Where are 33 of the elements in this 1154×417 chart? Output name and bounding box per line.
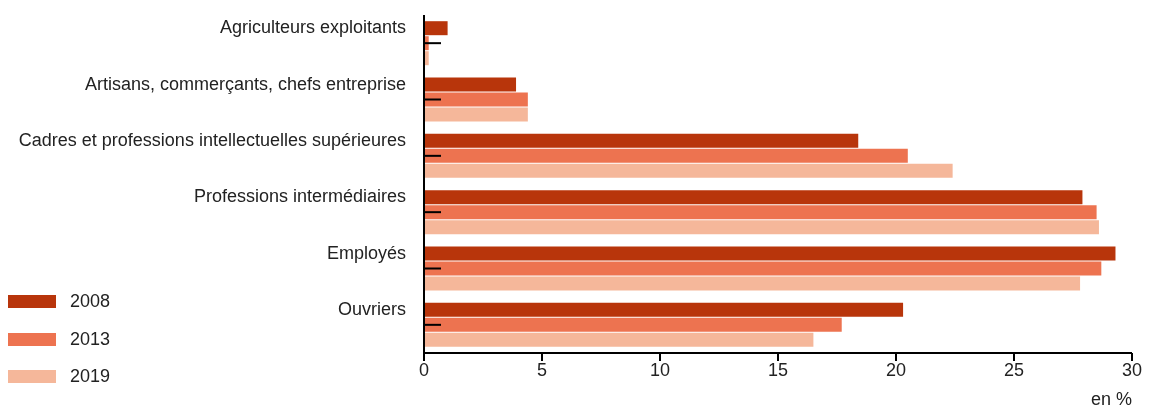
legend-label: 2008 (70, 291, 111, 313)
y-tick-label: Agriculteurs exploitants (219, 17, 406, 38)
bar (424, 302, 904, 317)
x-tick-label: 20 (885, 359, 907, 380)
bar (424, 276, 1081, 291)
bar (424, 220, 1099, 235)
bar (424, 21, 448, 36)
x-axis-title: en % (1090, 389, 1132, 409)
x-tick-label: 10 (649, 359, 671, 380)
bar (424, 133, 859, 148)
bar (424, 261, 1102, 276)
legend-label: 2013 (70, 328, 111, 350)
y-tick-label: Artisans, commerçants, chefs entreprise (84, 73, 406, 94)
x-tick-label: 30 (1121, 359, 1143, 380)
bar (424, 246, 1116, 261)
bar (424, 92, 528, 107)
bar (424, 163, 953, 178)
x-tick-label: 15 (767, 359, 789, 380)
y-tick-label: Ouvriers (337, 298, 406, 319)
y-tick-label: Cadres et professions intellectuelles supérieures (18, 129, 406, 150)
bar (424, 107, 528, 122)
y-tick-label: Employés (326, 242, 406, 263)
bar (424, 332, 814, 347)
legend-label: 2019 (70, 366, 111, 388)
bar (424, 77, 517, 92)
x-tick-label: 25 (1003, 359, 1025, 380)
x-tick-label: 5 (536, 359, 548, 380)
bar (424, 190, 1083, 205)
y-tick-label: Professions intermédiaires (193, 186, 406, 207)
bar (424, 148, 908, 163)
bar (424, 205, 1097, 220)
bar (424, 317, 842, 332)
x-tick-label: 0 (418, 359, 430, 380)
